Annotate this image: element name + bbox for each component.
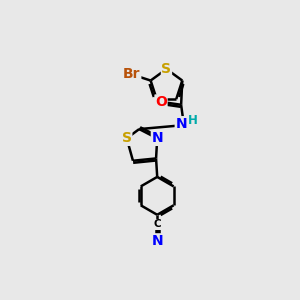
Text: Br: Br [123,68,141,82]
Text: S: S [122,131,132,145]
Text: C: C [153,220,161,230]
Text: O: O [155,95,167,109]
Text: H: H [188,114,198,127]
Text: N: N [152,131,163,145]
Text: S: S [161,62,172,76]
Text: N: N [175,117,187,131]
Text: N: N [152,234,163,248]
